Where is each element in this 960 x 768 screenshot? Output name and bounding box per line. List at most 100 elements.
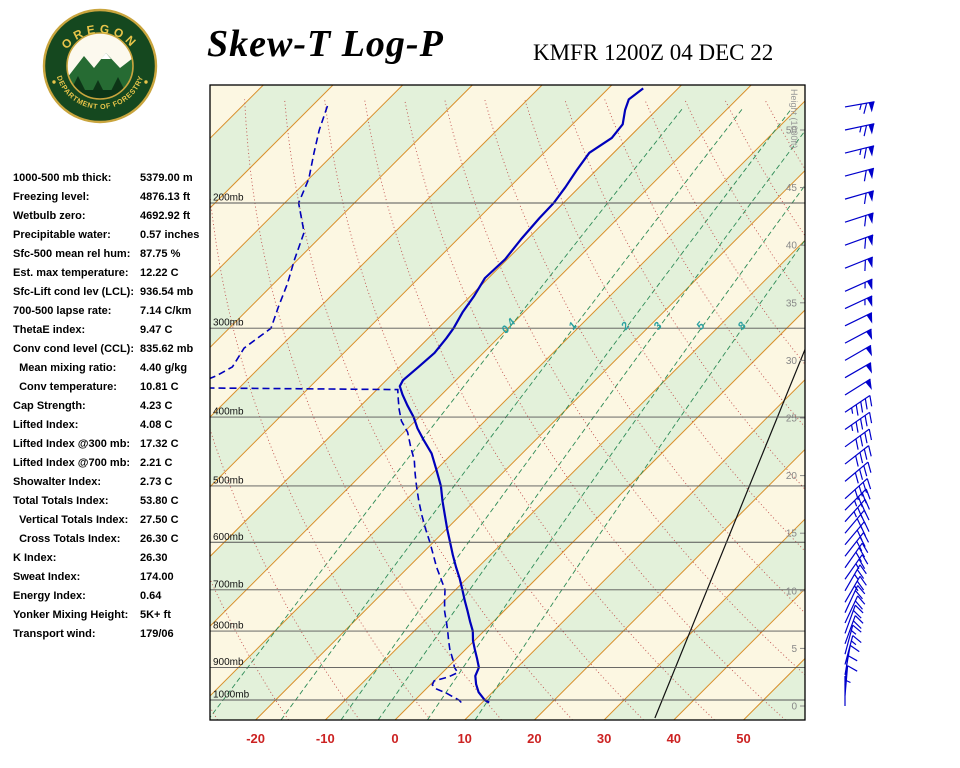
wind-barb <box>844 411 873 433</box>
index-value: 4.23 C <box>140 400 173 412</box>
svg-text:800mb: 800mb <box>213 621 244 632</box>
wind-barb <box>844 378 872 396</box>
wind-barb <box>844 635 862 665</box>
index-value: 4692.92 ft <box>140 210 191 222</box>
index-row: 1000-500 mb thick: 5379.00 m <box>13 169 209 188</box>
index-value: 26.30 C <box>140 533 179 545</box>
wind-barb <box>844 575 867 603</box>
skewt-chart: 0.4 1 2 3 5 8200mb300mb400mb500mb600mb700mb80… <box>209 84 875 746</box>
index-label: Conv cond level (CCL): <box>13 343 135 355</box>
logo-scene <box>67 33 133 99</box>
index-row: ThetaE index: 9.47 C <box>13 321 209 340</box>
svg-text:10: 10 <box>457 731 471 746</box>
aux-line <box>654 347 805 719</box>
svg-text:1000mb: 1000mb <box>213 690 250 701</box>
index-value: 4876.13 ft <box>140 191 191 203</box>
index-label: Lifted Index @700 mb: <box>13 457 131 469</box>
index-row: 700-500 lapse rate: 7.14 C/km <box>13 302 209 321</box>
index-label: ThetaE index: <box>13 324 86 336</box>
odf-logo: OREGON DEPARTMENT OF FORESTRY <box>42 8 158 124</box>
svg-text:20: 20 <box>527 731 541 746</box>
index-value: 174.00 <box>140 571 174 583</box>
wind-barb <box>844 362 873 379</box>
svg-text:25: 25 <box>786 414 798 425</box>
index-value: 7.14 C/km <box>140 305 192 317</box>
wind-barb <box>844 328 873 344</box>
svg-text:900mb: 900mb <box>213 657 244 668</box>
index-value: 2.21 C <box>140 457 173 469</box>
index-value: 12.22 C <box>140 267 179 279</box>
chart-plot-area <box>210 85 805 720</box>
tree-icon <box>111 77 125 91</box>
index-row: Freezing level: 4876.13 ft <box>13 188 209 207</box>
index-label: Showalter Index: <box>13 476 102 488</box>
pressure-gridlines <box>210 202 805 701</box>
index-row: Yonker Mixing Height: 5K+ ft <box>13 606 209 625</box>
index-label: Precipitable water: <box>13 229 111 241</box>
svg-text:300mb: 300mb <box>213 318 244 329</box>
svg-text:40: 40 <box>786 241 798 252</box>
index-row: Transport wind: 179/06 <box>13 625 209 644</box>
index-label: Est. max temperature: <box>13 267 129 279</box>
index-label: Mean mixing ratio: <box>13 362 117 374</box>
index-value: 10.81 C <box>140 381 179 393</box>
chart-container: 0.4 1 2 3 5 8 200mb 300mb 400mb 500mb 600mb 700mb 80… <box>200 75 890 760</box>
svg-text:30: 30 <box>786 356 798 367</box>
height-axis-label: Height (1000ft) <box>789 89 799 149</box>
wind-barb <box>844 665 858 696</box>
wind-barb <box>844 585 866 613</box>
wind-barb <box>844 461 872 484</box>
isotherms <box>210 85 805 720</box>
wind-barb <box>844 312 873 327</box>
svg-text:50: 50 <box>786 126 798 137</box>
svg-text:20: 20 <box>786 471 798 482</box>
index-value: 4.08 C <box>140 419 173 431</box>
wind-barb <box>844 564 867 592</box>
wind-barb <box>844 445 872 467</box>
svg-text:-10: -10 <box>316 731 335 746</box>
index-row: Cap Strength: 4.23 C <box>13 397 209 416</box>
wind-barb <box>844 145 875 159</box>
svg-text:40: 40 <box>667 731 681 746</box>
index-label: Lifted Index @300 mb: <box>13 438 131 450</box>
index-row: Vertical Totals Index: 27.50 C <box>13 511 209 530</box>
index-label: Sfc-Lift cond lev (LCL): <box>13 286 134 298</box>
wind-barb <box>844 615 864 644</box>
wind-barb <box>844 428 873 450</box>
index-row: Conv cond level (CCL): 835.62 mb <box>13 340 209 359</box>
index-row: Sfc-500 mean rel hum: 87.75 % <box>13 245 209 264</box>
index-value: 26.30 <box>140 552 168 564</box>
index-row: Est. max temperature: 12.22 C <box>13 264 209 283</box>
index-label: Sweat Index: <box>13 571 81 583</box>
wind-barb <box>844 212 874 227</box>
svg-text:500mb: 500mb <box>213 475 244 486</box>
wind-barb <box>844 256 874 272</box>
index-label: Cross Totals Index: <box>13 533 121 545</box>
svg-text:35: 35 <box>786 298 798 309</box>
index-value: 53.80 C <box>140 495 179 507</box>
dewpoint-trace <box>210 103 462 704</box>
index-label: 700-500 lapse rate: <box>13 305 112 317</box>
index-label: K Index: <box>13 552 57 564</box>
index-row: Mean mixing ratio: 4.40 g/kg <box>13 359 209 378</box>
index-value: 27.50 C <box>140 514 179 526</box>
wind-barb <box>844 624 862 655</box>
wind-barb <box>844 604 864 634</box>
index-row: Lifted Index @300 mb: 17.32 C <box>13 435 209 454</box>
index-value: 87.75 % <box>140 248 181 260</box>
index-row: Showalter Index: 2.73 C <box>13 473 209 492</box>
svg-text:200mb: 200mb <box>213 193 244 204</box>
indices-rows: 1000-500 mb thick: 5379.00 m Freezing le… <box>13 169 209 644</box>
indices-panel: 1000-500 mb thick: 5379.00 m Freezing le… <box>13 169 209 644</box>
wind-barb <box>844 123 875 137</box>
svg-text:-20: -20 <box>246 731 265 746</box>
index-value: 2.73 C <box>140 476 173 488</box>
svg-text:5: 5 <box>791 644 797 655</box>
wind-barb <box>844 595 866 624</box>
wind-barb <box>844 101 875 114</box>
chart-border <box>209 84 806 721</box>
wind-barb <box>844 478 872 501</box>
mountain-snowcap <box>101 53 111 59</box>
index-value: 835.62 mb <box>140 343 194 355</box>
